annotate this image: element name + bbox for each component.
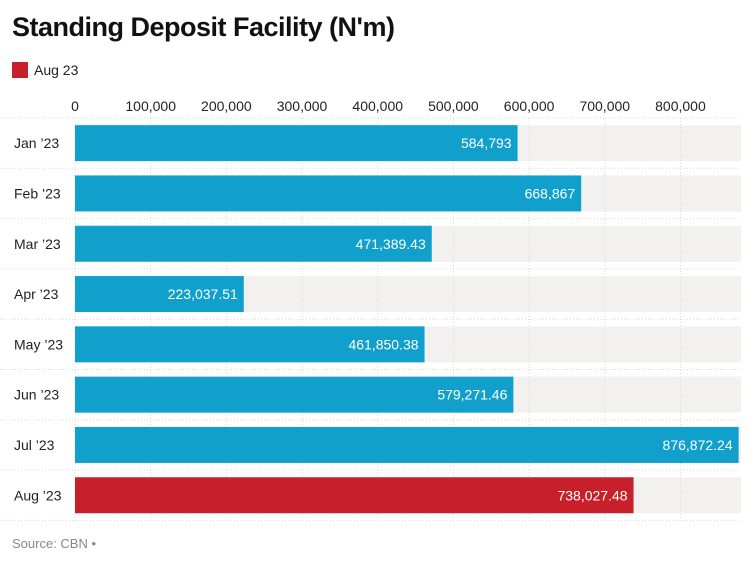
value-label: 461,850.38 bbox=[348, 336, 418, 352]
category-label: Jul ’23 bbox=[14, 437, 55, 453]
bar bbox=[75, 175, 582, 212]
x-tick-label: 300,000 bbox=[277, 98, 328, 114]
x-tick-label: 400,000 bbox=[352, 98, 403, 114]
value-label: 223,037.51 bbox=[168, 286, 238, 302]
category-label: May ’23 bbox=[14, 336, 63, 352]
x-tick-label: 100,000 bbox=[125, 98, 176, 114]
legend: Aug 23 bbox=[12, 62, 78, 78]
x-tick-label: 0 bbox=[71, 98, 79, 114]
value-label: 471,389.43 bbox=[356, 236, 426, 252]
value-label: 584,793 bbox=[461, 135, 512, 151]
bar bbox=[75, 276, 244, 313]
category-label: Mar ’23 bbox=[14, 236, 61, 252]
value-label: 668,867 bbox=[525, 185, 576, 201]
value-label: 876,872.24 bbox=[663, 437, 733, 453]
x-tick-label: 200,000 bbox=[201, 98, 252, 114]
bar bbox=[75, 326, 425, 363]
bar bbox=[75, 426, 739, 463]
x-tick-label: 700,000 bbox=[579, 98, 630, 114]
legend-swatch bbox=[12, 62, 28, 78]
chart-title: Standing Deposit Facility (N'm) bbox=[12, 12, 395, 42]
category-label: Feb ’23 bbox=[14, 185, 61, 201]
category-label: Aug ’23 bbox=[14, 487, 62, 503]
value-label: 738,027.48 bbox=[557, 487, 627, 503]
bar bbox=[75, 125, 518, 162]
legend-label: Aug 23 bbox=[34, 62, 79, 78]
bar bbox=[75, 477, 634, 514]
bar bbox=[75, 225, 432, 262]
x-tick-label: 600,000 bbox=[504, 98, 555, 114]
source-note: Source: CBN • bbox=[12, 536, 97, 551]
category-label: Jan ’23 bbox=[14, 135, 59, 151]
x-tick-label: 800,000 bbox=[655, 98, 706, 114]
category-label: Apr ’23 bbox=[14, 286, 59, 302]
bar bbox=[75, 376, 514, 413]
category-label: Jun ’23 bbox=[14, 387, 59, 403]
value-label: 579,271.46 bbox=[437, 387, 507, 403]
x-tick-label: 500,000 bbox=[428, 98, 479, 114]
